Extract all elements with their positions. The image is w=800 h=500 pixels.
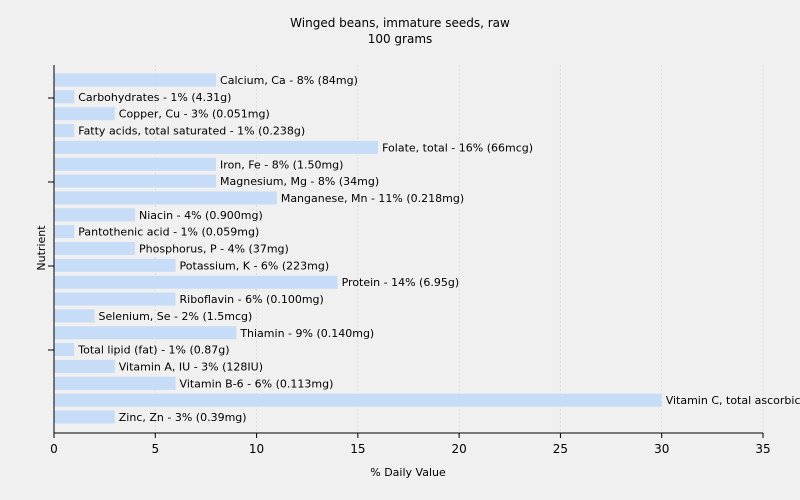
bar-label: Vitamin A, IU - 3% (128IU)	[119, 360, 263, 373]
x-tick-label: 25	[553, 442, 568, 456]
bar	[54, 326, 237, 340]
grid-lines	[154, 65, 764, 433]
x-axis-title: % Daily Value	[370, 466, 446, 479]
bar	[54, 410, 115, 424]
bar-label: Magnesium, Mg - 8% (34mg)	[220, 175, 379, 188]
bar-label: Manganese, Mn - 11% (0.218mg)	[281, 192, 464, 205]
bar	[54, 90, 75, 104]
bar-label: Selenium, Se - 2% (1.5mcg)	[99, 310, 253, 323]
x-ticks: 0 5 10 15 20 25 30 35	[50, 433, 771, 456]
bar-label: Folate, total - 16% (66mcg)	[382, 141, 533, 154]
bar	[54, 124, 75, 138]
bar	[54, 157, 217, 171]
x-tick-label: 0	[50, 442, 58, 456]
bar	[54, 225, 75, 239]
bar-label: Phosphorus, P - 4% (37mg)	[139, 243, 289, 256]
x-tick-label: 20	[452, 442, 467, 456]
chart-subtitle: 100 grams	[367, 32, 433, 46]
bar-label: Zinc, Zn - 3% (0.39mg)	[119, 411, 247, 424]
y-axis-title: Nutrient	[35, 225, 48, 271]
bar	[54, 191, 277, 205]
bar	[54, 359, 115, 373]
bar	[54, 275, 338, 289]
bar	[54, 73, 217, 87]
bar-label: Total lipid (fat) - 1% (0.87g)	[77, 344, 229, 357]
bar	[54, 208, 136, 222]
axes	[48, 65, 763, 434]
bar-label: Niacin - 4% (0.900mg)	[139, 209, 263, 222]
x-tick-label: 15	[350, 442, 365, 456]
bar	[54, 343, 75, 357]
bar-label: Potassium, K - 6% (223mg)	[180, 259, 330, 272]
chart-title-block: Winged beans, immature seeds, raw 100 gr…	[0, 15, 800, 47]
bar	[54, 309, 95, 323]
bar-label: Riboflavin - 6% (0.100mg)	[180, 293, 324, 306]
bar-label: Fatty acids, total saturated - 1% (0.238…	[78, 125, 305, 138]
bar	[54, 174, 217, 188]
bar-label: Thiamin - 9% (0.140mg)	[239, 327, 374, 340]
x-tick-label: 5	[151, 442, 159, 456]
bar	[54, 107, 115, 121]
bar-label: Calcium, Ca - 8% (84mg)	[220, 74, 358, 87]
bar-label: Carbohydrates - 1% (4.31g)	[78, 91, 231, 104]
x-tick-label: 35	[755, 442, 770, 456]
bar	[54, 242, 136, 255]
bar-label: Vitamin C, total ascorbic acid - 30% (18…	[666, 394, 800, 407]
bar-label: Copper, Cu - 3% (0.051mg)	[119, 108, 270, 121]
bar-label: Vitamin B-6 - 6% (0.113mg)	[180, 377, 334, 390]
x-tick-label: 30	[654, 442, 669, 456]
bar	[54, 258, 176, 272]
bars: Calcium, Ca - 8% (84mg) Carbohydrates - 1…	[54, 73, 800, 424]
x-tick-label: 10	[249, 442, 264, 456]
bar-label: Pantothenic acid - 1% (0.059mg)	[78, 226, 259, 239]
bar	[54, 376, 176, 390]
chart-title: Winged beans, immature seeds, raw	[290, 16, 510, 30]
bar	[54, 393, 662, 407]
bar	[54, 140, 379, 154]
bar-label: Iron, Fe - 8% (1.50mg)	[220, 158, 343, 171]
bar	[54, 292, 176, 306]
bar-label: Protein - 14% (6.95g)	[342, 276, 460, 289]
